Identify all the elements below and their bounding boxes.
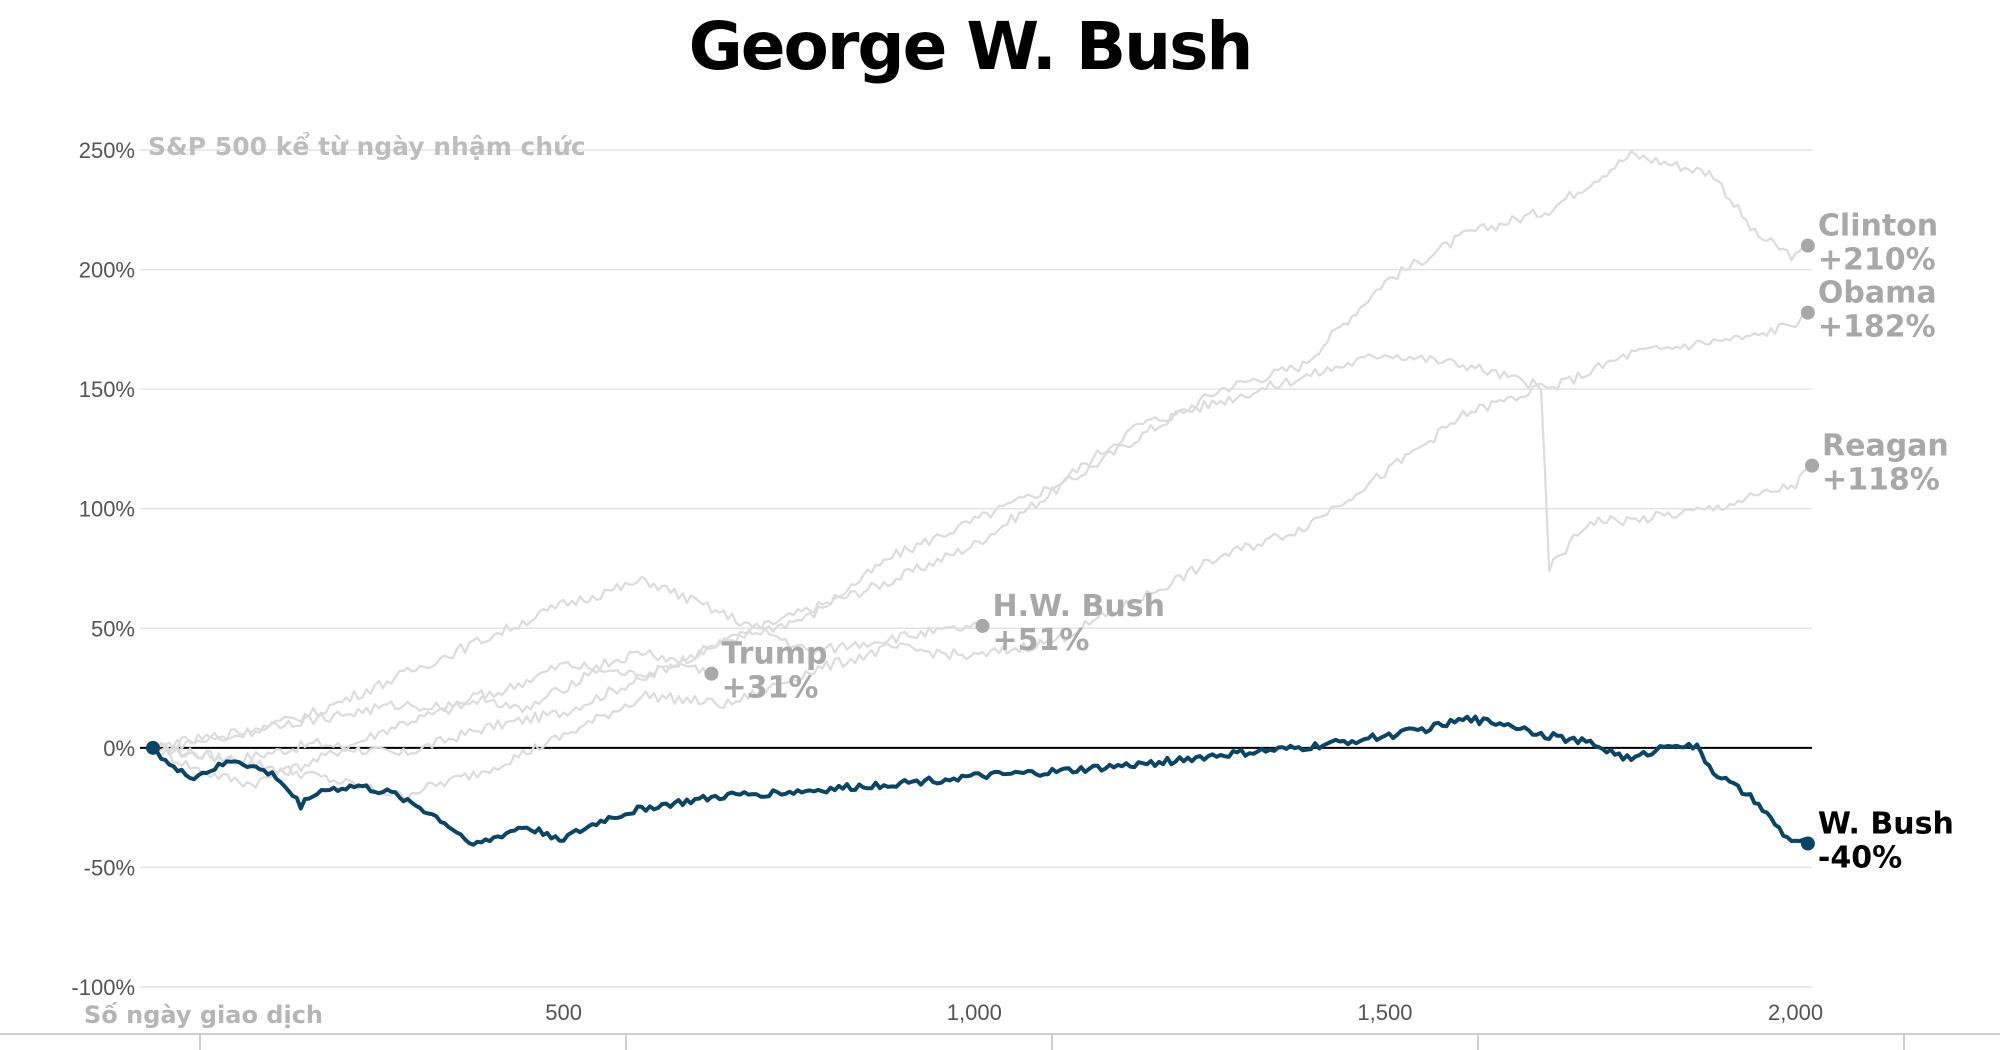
series-end-dot: [1800, 836, 1815, 851]
y-tick-label: 100%: [79, 497, 135, 522]
series-end-dot: [704, 666, 719, 681]
series-end-dot: [1805, 458, 1819, 473]
grid: 250% 200% 150% 100% 50% 0% -50% -100% 500 1,000 1,…: [71, 138, 1823, 1025]
series-name-label: Trump: [721, 637, 827, 672]
series-value-label: +118%: [1822, 463, 1940, 498]
series-line-reagan: [152, 384, 1813, 800]
x-tick-label: 1,500: [1357, 1000, 1412, 1025]
series-lines: [151, 150, 1813, 847]
y-tick-label: 150%: [79, 377, 135, 402]
series-value-label: +182%: [1818, 310, 1936, 345]
series-name-label: Reagan: [1822, 429, 1949, 464]
x-tick-label: 1,000: [947, 1000, 1002, 1025]
series-line-w-bush: [151, 714, 1810, 847]
y-tick-label: 250%: [79, 138, 135, 163]
chart-subtitle: S&P 500 kể từ ngày nhậm chức: [148, 131, 586, 161]
series-name-label: W. Bush: [1818, 807, 1954, 842]
y-tick-label: -100%: [71, 975, 135, 1000]
series-value-label: -40%: [1818, 841, 1902, 876]
series-labels: Clinton+210%Obama+182% Reagan+118% H.W. Bu…: [146, 209, 1954, 876]
y-tick-label: 50%: [91, 616, 135, 641]
chart-title: George W. Bush: [688, 8, 1254, 85]
y-tick-label: 0%: [103, 736, 135, 761]
y-tick-label: -50%: [84, 855, 135, 880]
series-end-dot: [975, 618, 990, 633]
x-tick-label: 2,000: [1768, 1000, 1823, 1025]
series-value-label: +31%: [721, 671, 818, 706]
series-end-dot: [1800, 305, 1815, 320]
series-line-trump: [152, 648, 713, 751]
x-tick-label: 500: [545, 1000, 582, 1025]
series-value-label: +51%: [993, 623, 1090, 658]
series-line-obama: [152, 310, 1809, 789]
x-axis-label: Số ngày giao dịch: [84, 1001, 323, 1029]
series-start-dot: [146, 740, 160, 755]
y-tick-label: 200%: [79, 258, 135, 283]
series-line-clinton: [152, 150, 1808, 765]
series-value-label: +210%: [1818, 243, 1936, 278]
series-name-label: Clinton: [1818, 209, 1938, 244]
series-end-dot: [1800, 238, 1815, 253]
series-line-h-w-bush: [152, 575, 984, 752]
series-name-label: H.W. Bush: [993, 589, 1165, 624]
series-name-label: Obama: [1818, 276, 1937, 311]
